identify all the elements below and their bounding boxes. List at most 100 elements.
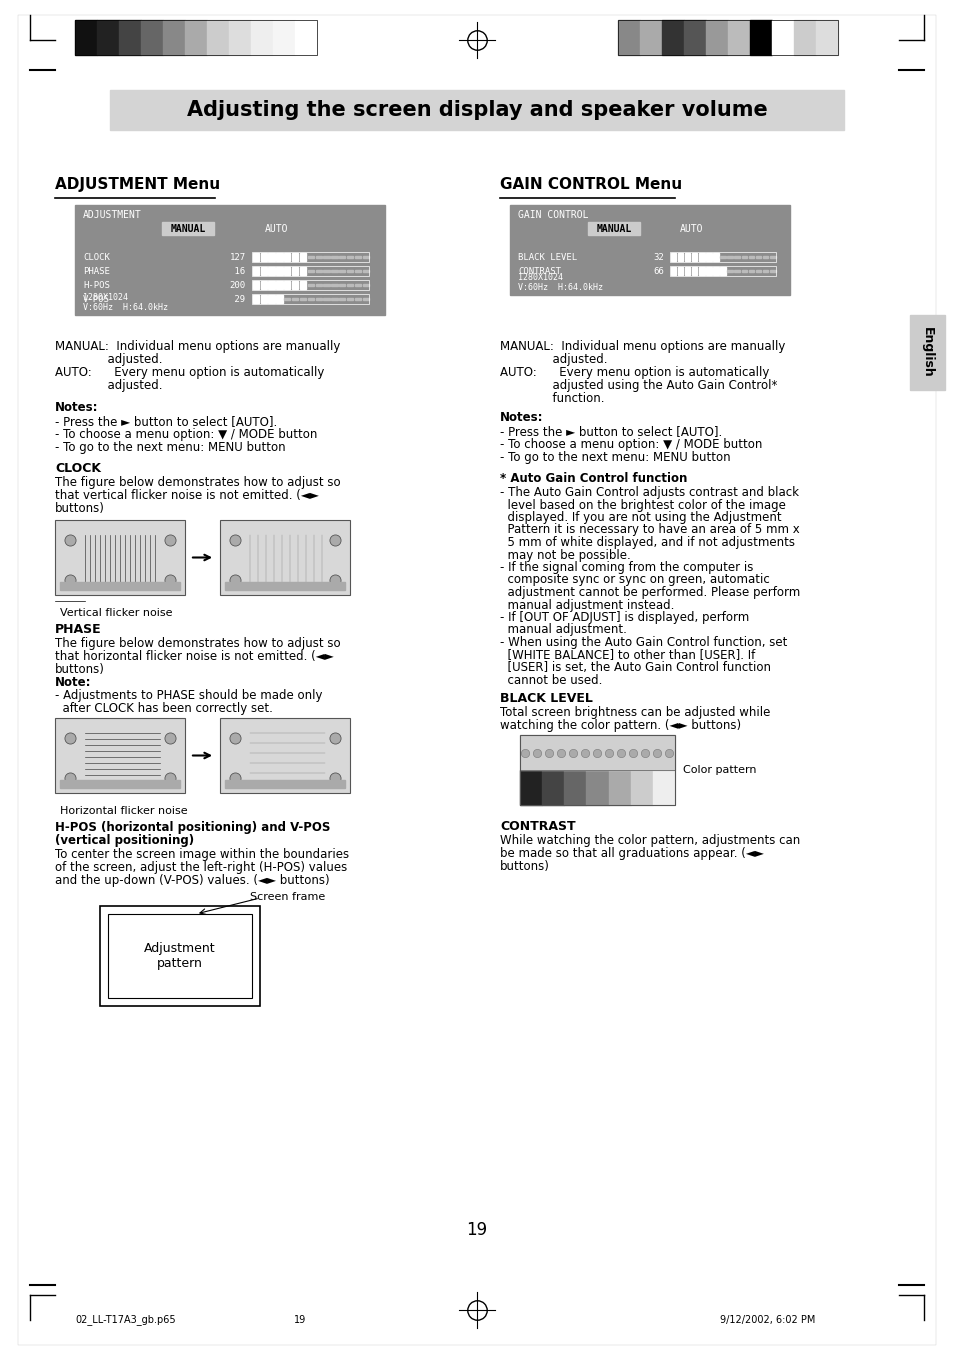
Bar [308, 255, 314, 258]
Text: * Auto Gain Control function: * Auto Gain Control function [499, 471, 687, 485]
Bar [563, 770, 586, 805]
Bar [292, 253, 298, 261]
Text: 1280X1024: 1280X1024 [517, 273, 562, 281]
Text: GAIN CONTROL Menu: GAIN CONTROL Menu [499, 177, 681, 192]
Bar [338, 284, 345, 286]
Bar [299, 253, 306, 261]
Bar [252, 253, 369, 262]
Bar [669, 266, 775, 276]
Text: buttons): buttons) [55, 503, 105, 515]
Bar [323, 255, 330, 258]
Text: BLACK LEVEL: BLACK LEVEL [517, 253, 577, 262]
Text: displayed. If you are not using the Adjustment: displayed. If you are not using the Adju… [499, 511, 781, 524]
Text: MANUAL:  Individual menu options are manually: MANUAL: Individual menu options are manu… [499, 340, 784, 353]
Bar [618, 20, 837, 55]
Text: buttons): buttons) [55, 663, 105, 676]
Bar [315, 270, 321, 272]
Text: 16: 16 [229, 266, 245, 276]
Bar [331, 255, 337, 258]
Bar [55, 520, 185, 594]
Bar [661, 20, 683, 55]
Bar [748, 270, 754, 272]
Bar [276, 267, 282, 276]
Text: 02_LL-T17A3_gb.p65: 02_LL-T17A3_gb.p65 [75, 1315, 175, 1325]
Text: H-POS (horizontal positioning) and V-POS: H-POS (horizontal positioning) and V-POS [55, 821, 330, 834]
Bar [362, 299, 369, 300]
Text: composite sync or sync on green, automatic: composite sync or sync on green, automat… [499, 574, 769, 586]
Bar [276, 281, 282, 289]
Text: While watching the color pattern, adjustments can: While watching the color pattern, adjust… [499, 834, 800, 847]
Bar [347, 284, 353, 286]
Bar [284, 299, 290, 300]
Bar [771, 20, 793, 55]
Bar [299, 299, 306, 300]
Bar [691, 267, 697, 276]
Text: - Press the ► button to select [AUTO].: - Press the ► button to select [AUTO]. [55, 415, 277, 428]
Text: that vertical flicker noise is not emitted. (◄►: that vertical flicker noise is not emitt… [55, 489, 318, 503]
Text: AUTO: AUTO [265, 224, 288, 234]
Text: MANUAL:  Individual menu options are manually: MANUAL: Individual menu options are manu… [55, 340, 340, 353]
Text: - To go to the next menu: MENU button: - To go to the next menu: MENU button [499, 451, 730, 463]
Text: 5 mm of white displayed, and if not adjustments: 5 mm of white displayed, and if not adju… [499, 536, 794, 549]
Bar [909, 315, 944, 390]
Bar [220, 717, 350, 793]
Text: and the up-down (V-POS) values. (◄► buttons): and the up-down (V-POS) values. (◄► butt… [55, 874, 330, 888]
Text: Vertical flicker noise: Vertical flicker noise [60, 608, 172, 617]
Bar [677, 253, 682, 261]
Text: CONTRAST: CONTRAST [499, 820, 575, 834]
Bar [652, 770, 675, 805]
Bar [253, 281, 259, 289]
Bar [163, 20, 185, 55]
Bar [276, 295, 282, 303]
Text: Note:: Note: [55, 676, 91, 689]
Bar [355, 270, 361, 272]
Bar [323, 284, 330, 286]
Bar [60, 780, 180, 788]
Bar [299, 281, 306, 289]
Bar [355, 284, 361, 286]
Bar [705, 20, 727, 55]
Bar [268, 253, 274, 261]
Bar [769, 255, 775, 258]
Text: 127: 127 [229, 253, 245, 262]
Bar [347, 255, 353, 258]
Text: adjusted.: adjusted. [55, 380, 162, 392]
Bar [268, 295, 274, 303]
Bar [347, 299, 353, 300]
Bar [308, 284, 314, 286]
Text: AUTO: AUTO [679, 224, 703, 234]
Text: Screen frame: Screen frame [250, 892, 325, 902]
Bar [229, 20, 251, 55]
Text: buttons): buttons) [499, 861, 549, 873]
Bar [677, 267, 682, 276]
Bar [338, 255, 345, 258]
Bar [755, 270, 760, 272]
Text: MANUAL: MANUAL [170, 223, 205, 234]
Bar [220, 520, 350, 594]
Bar [276, 253, 282, 261]
Bar [608, 770, 630, 805]
Bar [260, 267, 267, 276]
Text: The figure below demonstrates how to adjust so: The figure below demonstrates how to adj… [55, 638, 340, 650]
Bar [299, 267, 306, 276]
Text: - To choose a menu option: ▼ / MODE button: - To choose a menu option: ▼ / MODE butt… [55, 428, 317, 440]
Text: PHASE: PHASE [55, 623, 102, 636]
Bar [713, 253, 718, 261]
Bar [670, 267, 676, 276]
Bar [108, 915, 252, 998]
Bar [355, 299, 361, 300]
Bar [60, 582, 180, 590]
Text: English: English [920, 327, 933, 377]
Text: watching the color pattern. (◄► buttons): watching the color pattern. (◄► buttons) [499, 719, 740, 732]
Bar [323, 270, 330, 272]
Text: AUTO:      Every menu option is automatically: AUTO: Every menu option is automatically [499, 366, 768, 380]
Text: Adjusting the screen display and speaker volume: Adjusting the screen display and speaker… [187, 100, 766, 120]
Bar [734, 255, 740, 258]
Bar [683, 20, 705, 55]
Text: Total screen brightness can be adjusted while: Total screen brightness can be adjusted … [499, 707, 770, 719]
Bar [720, 267, 725, 276]
Text: [WHITE BALANCE] to other than [USER]. If: [WHITE BALANCE] to other than [USER]. If [499, 648, 755, 662]
Text: AUTO:      Every menu option is automatically: AUTO: Every menu option is automatically [55, 366, 324, 380]
Text: - If [OUT OF ADJUST] is displayed, perform: - If [OUT OF ADJUST] is displayed, perfo… [499, 611, 748, 624]
Bar [284, 267, 290, 276]
